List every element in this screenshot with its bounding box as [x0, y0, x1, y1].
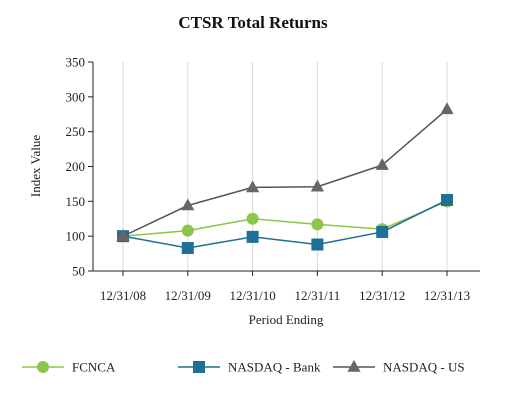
legend-marker-fcnca: [37, 361, 49, 373]
x-tick-label: 12/31/08: [100, 288, 146, 303]
x-tick-label: 12/31/11: [295, 288, 341, 303]
legend-item-nasdaq-us: NASDAQ - US: [333, 360, 465, 375]
chart-title: CTSR Total Returns: [178, 13, 328, 32]
data-point-nasdaq-bank: [181, 242, 194, 255]
y-tick-label: 250: [66, 124, 86, 139]
axes: [92, 62, 480, 272]
y-tick-labels: 50 100 150 200 250 300 350: [66, 55, 93, 279]
y-tick-label: 100: [66, 229, 86, 244]
data-point-nasdaq-us: [116, 229, 130, 241]
legend-label: NASDAQ - Bank: [228, 360, 321, 375]
y-tick-label: 200: [66, 159, 86, 174]
data-point-nasdaq-us: [375, 158, 389, 170]
x-axis-label: Period Ending: [249, 312, 324, 327]
y-axis-label: Index Value: [28, 135, 43, 197]
data-point-nasdaq-bank: [246, 230, 259, 243]
legend-item-nasdaq-bank: NASDAQ - Bank: [178, 360, 321, 375]
x-tick-label: 12/31/09: [165, 288, 211, 303]
series-lines: [116, 102, 454, 255]
y-tick-label: 150: [66, 194, 86, 209]
series-nasdaq-us: [116, 102, 454, 241]
legend-item-fcnca: FCNCA: [22, 360, 116, 375]
legend-label: NASDAQ - US: [383, 360, 465, 375]
legend-marker-nasdaq-bank: [193, 361, 205, 373]
data-point-nasdaq-bank: [441, 193, 453, 206]
data-point-nasdaq-us: [246, 180, 260, 193]
legend: FCNCA NASDAQ - Bank NASDAQ - US: [22, 360, 465, 375]
y-tick-label: 350: [66, 55, 86, 70]
x-tick-labels: 12/31/08 12/31/09 12/31/10 12/31/11 12/31/12…: [100, 271, 470, 303]
y-tick-label: 50: [72, 264, 85, 279]
y-tick-label: 300: [66, 89, 86, 104]
data-point-nasdaq-bank: [311, 238, 324, 251]
legend-label: FCNCA: [72, 360, 116, 375]
series-line-fcnca: [122, 200, 448, 237]
data-point-nasdaq-us: [440, 102, 454, 115]
x-tick-label: 12/31/13: [424, 288, 470, 303]
x-tick-label: 12/31/12: [359, 288, 405, 303]
series-line-nasdaq-us: [122, 108, 448, 237]
series-line-nasdaq-bank: [122, 199, 448, 249]
series-nasdaq-bank: [117, 193, 453, 255]
data-point-fcnca: [311, 218, 324, 231]
data-point-nasdaq-us: [310, 179, 324, 192]
data-point-nasdaq-us: [181, 198, 195, 211]
data-point-fcnca: [181, 224, 194, 237]
data-point-fcnca: [246, 212, 259, 225]
legend-marker-nasdaq-us: [347, 359, 361, 372]
x-tick-label: 12/31/10: [229, 288, 275, 303]
series-fcnca: [117, 195, 453, 243]
grid-lines: [122, 62, 448, 271]
data-point-nasdaq-bank: [376, 225, 389, 238]
